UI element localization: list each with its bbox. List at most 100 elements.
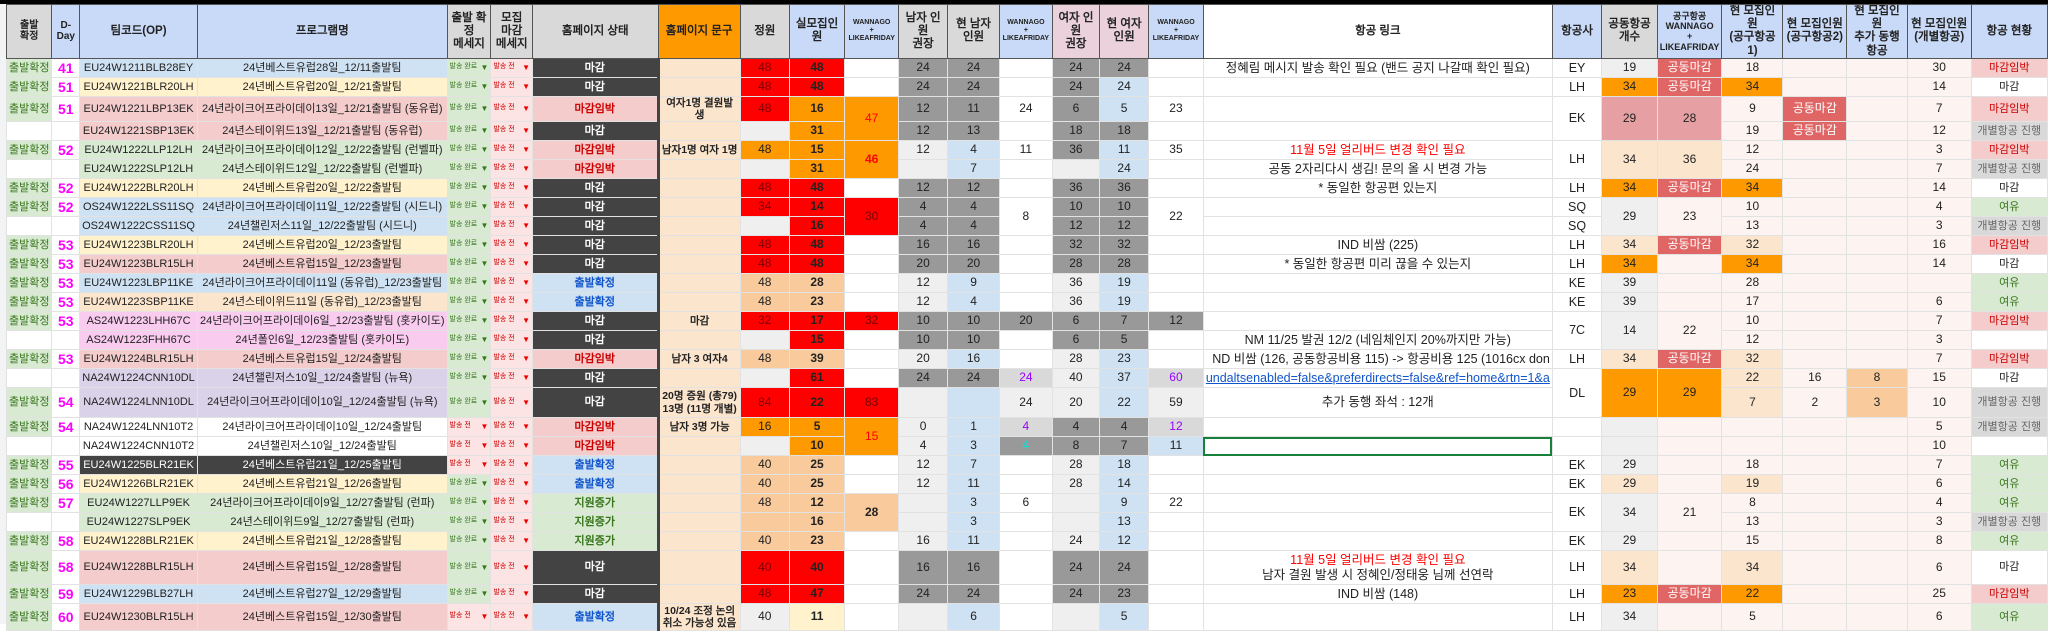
recruit-group2-cell[interactable]	[1782, 235, 1848, 255]
recruit-group1-cell[interactable]: 9	[1721, 95, 1784, 123]
female-recommended-cell[interactable]: 20	[1051, 387, 1101, 418]
homepage-note-cell[interactable]: 남자 3 여자4	[656, 349, 741, 369]
wannago-total-cell[interactable]	[844, 330, 900, 350]
male-recommended-cell[interactable]: 16	[898, 550, 949, 585]
dropdown-arrow-icon[interactable]: ▼	[480, 612, 489, 622]
program-name-cell[interactable]: 24년베스트유럽20일_12/22출발팀	[197, 178, 448, 198]
wannago-female-cell[interactable]	[1148, 178, 1204, 198]
wannago-female-cell[interactable]: 22	[1148, 493, 1204, 513]
male-recommended-cell[interactable]: 12	[898, 455, 949, 475]
actual-recruit-cell[interactable]: 23	[788, 292, 846, 312]
departure-msg-cell[interactable]: 발송 완료 ▼	[446, 197, 492, 217]
shared-flight-count-cell[interactable]: 39	[1601, 292, 1658, 312]
current-female-cell[interactable]: 9	[1099, 493, 1150, 513]
current-female-cell[interactable]: 5	[1099, 95, 1150, 123]
wannago-female-cell[interactable]	[1148, 349, 1204, 369]
header-homepage-note[interactable]: 홈페이지 문구	[657, 4, 741, 59]
homepage-status-cell[interactable]: 마감	[532, 235, 659, 255]
shared-flight-count-cell[interactable]: 34	[1601, 349, 1658, 369]
program-name-cell[interactable]: 24년폴인6일_12/23출발팀 (홋카이도)	[197, 330, 448, 350]
program-name-cell[interactable]: 24년베스트유럽20일_12/23출발팀	[197, 235, 448, 255]
wannago-total-cell[interactable]: 28	[844, 493, 900, 532]
header-recruit-individual[interactable]: 현 모집인원 (개별항공)	[1906, 4, 1972, 59]
dropdown-arrow-icon[interactable]: ▼	[480, 221, 489, 231]
departure-status-cell[interactable]	[5, 368, 53, 388]
departure-status-cell[interactable]	[5, 512, 53, 532]
current-male-cell[interactable]: 7	[947, 159, 1000, 179]
team-code-cell[interactable]: EU24W1223BLR15LH	[79, 254, 198, 274]
team-code-cell[interactable]: EU24W1226BLR21EK	[79, 474, 198, 494]
airline-cell[interactable]: LH	[1551, 584, 1603, 604]
actual-recruit-cell[interactable]: 28	[788, 273, 846, 293]
wannago-female-cell[interactable]: 23	[1148, 95, 1204, 123]
dropdown-arrow-icon[interactable]: ▼	[480, 517, 489, 527]
wannago-male-cell[interactable]: 24	[998, 95, 1053, 123]
recruit-individual-cell[interactable]: 6	[1906, 292, 1972, 312]
group-flight-cell[interactable]: 공동마감	[1656, 178, 1723, 198]
recruit-group1-cell[interactable]: 15	[1721, 531, 1784, 551]
dropdown-arrow-icon[interactable]: ▼	[480, 354, 489, 364]
wannago-female-cell[interactable]	[1148, 584, 1204, 604]
dropdown-arrow-icon[interactable]: ▼	[522, 373, 531, 383]
capacity-cell[interactable]: 48	[739, 76, 790, 97]
shared-flight-count-cell[interactable]: 29	[1601, 531, 1658, 551]
homepage-status-cell[interactable]: 출발확정	[532, 292, 659, 312]
recruit-group1-cell[interactable]: 10	[1721, 197, 1784, 217]
actual-recruit-cell[interactable]: 61	[788, 368, 846, 388]
airline-cell[interactable]: LH	[1551, 140, 1603, 179]
wannago-female-cell[interactable]: 12	[1148, 417, 1204, 437]
homepage-status-cell[interactable]: 출발확정	[532, 455, 659, 475]
recruit-companion-cell[interactable]	[1846, 178, 1908, 198]
current-female-cell[interactable]: 28	[1099, 254, 1150, 274]
dropdown-arrow-icon[interactable]: ▼	[522, 126, 531, 136]
flight-note-cell[interactable]	[1202, 493, 1553, 513]
program-name-cell[interactable]: 24년베스트유럽28일_12/11출발팀	[197, 57, 448, 78]
wannago-male-cell[interactable]: 8	[998, 197, 1053, 236]
recruit-companion-cell[interactable]	[1846, 455, 1908, 475]
current-male-cell[interactable]: 10	[947, 311, 1000, 331]
current-female-cell[interactable]: 11	[1099, 140, 1150, 160]
wannago-male-cell[interactable]	[998, 330, 1053, 350]
dropdown-arrow-icon[interactable]: ▼	[480, 183, 489, 193]
homepage-note-cell[interactable]	[656, 159, 741, 179]
male-recommended-cell[interactable]: 4	[898, 436, 949, 456]
wannago-male-cell[interactable]	[998, 292, 1053, 312]
homepage-note-cell[interactable]	[656, 455, 741, 475]
homepage-status-cell[interactable]: 마감	[532, 550, 659, 585]
homepage-status-cell[interactable]: 마감	[532, 121, 659, 141]
wannago-total-cell[interactable]: 30	[844, 197, 900, 236]
current-female-cell[interactable]: 12	[1099, 531, 1150, 551]
homepage-note-cell[interactable]	[656, 584, 741, 604]
homepage-status-cell[interactable]: 마감	[532, 216, 659, 236]
group-flight-cell[interactable]: 공동마감	[1656, 76, 1723, 97]
homepage-status-cell[interactable]: 마감임박	[532, 95, 659, 123]
wannago-female-cell[interactable]	[1148, 455, 1204, 475]
recruit-individual-cell[interactable]: 3	[1906, 512, 1972, 532]
dropdown-arrow-icon[interactable]: ▼	[480, 562, 489, 572]
dropdown-arrow-icon[interactable]: ▼	[480, 335, 489, 345]
homepage-note-cell[interactable]	[656, 273, 741, 293]
recruit-group1-cell[interactable]: 19	[1721, 474, 1784, 494]
female-recommended-cell[interactable]: 28	[1051, 254, 1101, 274]
recruit-companion-cell[interactable]	[1846, 584, 1908, 604]
departure-status-cell[interactable]	[5, 216, 53, 236]
male-recommended-cell[interactable]	[898, 493, 949, 513]
female-recommended-cell[interactable]	[1051, 493, 1101, 513]
departure-msg-cell[interactable]: 발송 완료 ▼	[446, 512, 492, 532]
wannago-male-cell[interactable]	[998, 349, 1053, 369]
current-male-cell[interactable]: 4	[947, 292, 1000, 312]
recruit-companion-cell[interactable]	[1846, 417, 1908, 437]
departure-status-cell[interactable]	[5, 121, 53, 141]
team-code-cell[interactable]: EU24W1211BLB28EY	[79, 57, 198, 78]
flight-status-cell[interactable]: 여유	[1970, 292, 2048, 312]
current-female-cell[interactable]: 32	[1099, 235, 1150, 255]
airline-cell[interactable]: DL	[1551, 368, 1603, 418]
current-female-cell[interactable]: 18	[1099, 121, 1150, 141]
capacity-cell[interactable]: 40	[739, 531, 790, 551]
departure-status-cell[interactable]: 출발확정	[5, 76, 53, 97]
wannago-female-cell[interactable]	[1148, 76, 1204, 97]
d-day-cell[interactable]: 53	[51, 292, 81, 312]
flight-note-cell[interactable]	[1202, 311, 1553, 331]
d-day-cell[interactable]: 52	[51, 140, 81, 160]
wannago-female-cell[interactable]	[1148, 512, 1204, 532]
